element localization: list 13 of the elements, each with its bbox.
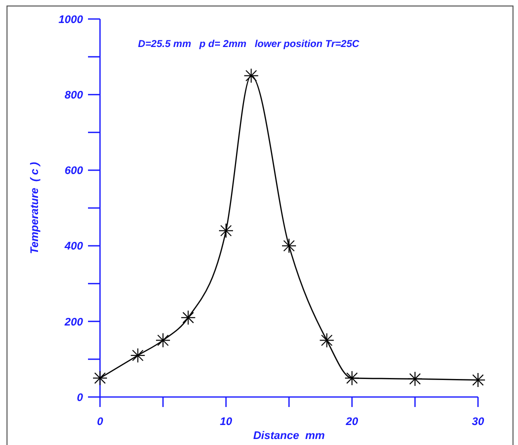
x-tick-label: 30 [472,416,485,428]
y-tick-label: 600 [64,165,84,178]
y-axis-title: Temperature ( c ) [29,162,41,254]
x-tick-label: 20 [344,416,359,428]
y-tick-label: 0 [76,392,84,404]
y-tick-label: 1000 [58,14,84,26]
x-axis-title: Distance mm [253,430,325,442]
text: D=25.5 mm p d= 2mm lower position Tr=25C [138,39,360,50]
y-tick-label: 200 [64,316,84,328]
y-tick-label: 800 [64,89,84,102]
y-tick-label: 400 [64,240,84,253]
x-tick-label: 10 [220,416,233,428]
x-tick-label: 0 [96,416,104,428]
